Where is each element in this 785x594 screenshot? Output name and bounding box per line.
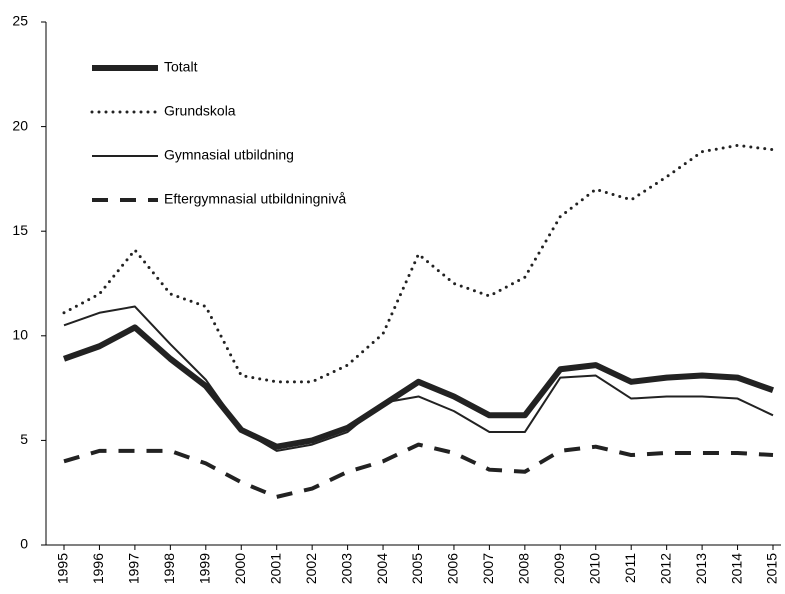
x-tick-label: 1999 xyxy=(197,553,213,584)
x-tick-label: 2007 xyxy=(480,553,496,584)
x-tick-label: 1996 xyxy=(90,553,106,584)
x-tick-label: 1995 xyxy=(55,553,71,584)
line-series xyxy=(62,143,775,384)
x-tick-label: 2014 xyxy=(728,553,744,584)
y-tick-label: 25 xyxy=(12,13,28,29)
y-tick-label: 15 xyxy=(12,222,28,238)
line-series xyxy=(63,305,774,452)
x-tick-label: 2005 xyxy=(409,553,425,584)
x-tick-label: 2010 xyxy=(586,553,602,584)
x-tick-label: 2003 xyxy=(338,553,354,584)
x-tick-label: 2000 xyxy=(232,553,248,584)
x-tick-label: 2011 xyxy=(622,553,638,583)
x-tick-label: 2006 xyxy=(445,553,461,584)
x-tick-label: 1997 xyxy=(126,553,142,584)
line-series xyxy=(63,442,774,499)
x-tick-label: 2002 xyxy=(303,553,319,584)
legend-label: Totalt xyxy=(164,59,198,75)
x-tick-label: 2004 xyxy=(374,553,390,584)
y-tick-label: 5 xyxy=(20,431,28,447)
y-tick-label: 0 xyxy=(20,536,28,552)
x-tick-label: 2001 xyxy=(267,553,283,584)
x-tick-label: 2008 xyxy=(516,553,532,584)
x-tick-label: 1998 xyxy=(161,553,177,584)
x-tick-label: 2009 xyxy=(551,553,567,584)
x-tick-label: 2013 xyxy=(693,553,709,584)
x-tick-label: 2012 xyxy=(657,553,673,584)
x-tick-label: 2015 xyxy=(764,553,780,584)
legend-label: Eftergymnasial utbildningnivå xyxy=(164,191,346,207)
y-tick-label: 20 xyxy=(12,117,28,133)
legend-label: Grundskola xyxy=(164,103,236,119)
y-tick-label: 10 xyxy=(12,327,28,343)
legend-label: Gymnasial utbildning xyxy=(164,147,294,163)
line-series xyxy=(62,324,775,450)
